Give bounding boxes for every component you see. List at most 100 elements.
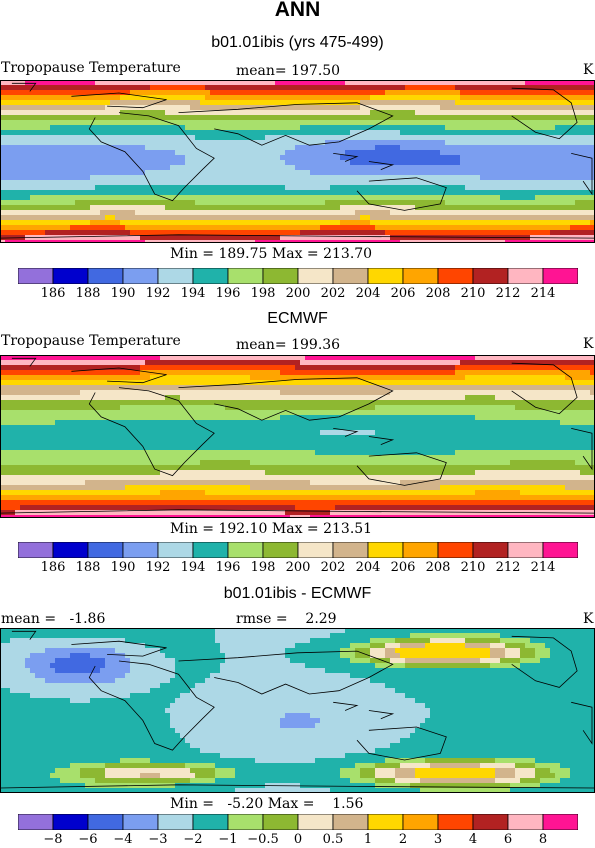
- contour-cell: [175, 215, 181, 221]
- contour-cell: [165, 235, 171, 241]
- contour-cell: [265, 395, 271, 401]
- contour-cell: [370, 190, 376, 196]
- contour-cell: [575, 200, 581, 206]
- contour-cell: [305, 85, 311, 91]
- contour-cell: [170, 80, 176, 86]
- contour-cell: [115, 240, 121, 243]
- contour-cell: [345, 170, 351, 176]
- contour-cell: [585, 110, 591, 116]
- contour-cell: [535, 240, 541, 243]
- contour-cell: [500, 175, 506, 181]
- contour-cell: [80, 365, 86, 371]
- contour-cell: [395, 120, 401, 126]
- contour-cell: [270, 110, 276, 116]
- contour-cell: [220, 85, 226, 91]
- contour-cell: [305, 115, 311, 121]
- contour-cell: [445, 200, 451, 206]
- contour-cell: [235, 150, 241, 156]
- contour-cell: [490, 130, 496, 136]
- contour-cell: [405, 130, 411, 136]
- contour-cell: [80, 220, 86, 226]
- contour-cell: [195, 130, 201, 136]
- contour-cell: [405, 225, 411, 231]
- panel-left-label: Tropopause Temperature: [1, 333, 181, 349]
- contour-cell: [305, 395, 311, 401]
- contour-cell: [410, 375, 416, 381]
- contour-cell: [75, 130, 81, 136]
- contour-cell: [465, 200, 471, 206]
- contour-cell: [310, 145, 316, 151]
- contour-cell: [425, 80, 431, 86]
- contour-cell: [50, 210, 56, 216]
- contour-cell: [440, 90, 446, 96]
- contour-cell: [415, 215, 421, 221]
- contour-cell: [250, 185, 256, 191]
- contour-cell: [495, 155, 501, 161]
- contour-cell: [235, 230, 241, 236]
- contour-cell: [575, 120, 581, 126]
- contour-cell: [80, 115, 86, 121]
- contour-cell: [425, 125, 431, 131]
- contour-cell: [455, 380, 461, 386]
- contour-cell: [190, 145, 196, 151]
- contour-cell: [480, 100, 486, 106]
- contour-cell: [95, 160, 101, 166]
- contour-cell: [120, 190, 126, 196]
- contour-cell: [460, 175, 466, 181]
- contour-cell: [555, 110, 561, 116]
- contour-cell: [295, 200, 301, 206]
- contour-cell: [295, 180, 301, 186]
- contour-cell: [375, 235, 381, 241]
- contour-cell: [305, 135, 311, 141]
- contour-cell: [120, 375, 126, 381]
- contour-cell: [15, 120, 21, 126]
- contour-cell: [320, 100, 326, 106]
- contour-cell: [5, 105, 11, 111]
- contour-cell: [490, 160, 496, 166]
- contour-cell: [295, 355, 301, 361]
- contour-cell: [10, 195, 16, 201]
- contour-cell: [290, 185, 296, 191]
- contour-cell: [30, 370, 36, 376]
- contour-cell: [515, 185, 521, 191]
- contour-cell: [135, 145, 141, 151]
- contour-cell: [240, 395, 246, 401]
- contour-cell: [110, 150, 116, 156]
- contour-cell: [300, 100, 306, 106]
- contour-cell: [205, 360, 211, 366]
- contour-cell: [415, 185, 421, 191]
- contour-cell: [305, 230, 311, 236]
- contour-cell: [60, 160, 66, 166]
- contour-cell: [105, 115, 111, 121]
- contour-cell: [170, 365, 176, 371]
- contour-cell: [510, 165, 516, 171]
- contour-cell: [455, 360, 461, 366]
- contour-cell: [0, 150, 6, 156]
- contour-cell: [485, 390, 491, 396]
- contour-cell: [315, 145, 321, 151]
- contour-cell: [525, 165, 531, 171]
- contour-cell: [275, 105, 281, 111]
- contour-cell: [10, 210, 16, 216]
- contour-cell: [120, 230, 126, 236]
- contour-cell: [390, 95, 396, 101]
- contour-cell: [555, 355, 561, 361]
- contour-cell: [255, 85, 261, 91]
- contour-cell: [470, 100, 476, 106]
- contour-cell: [170, 210, 176, 216]
- contour-cell: [350, 120, 356, 126]
- colorbar-tick-label: 210: [460, 286, 486, 301]
- contour-cell: [20, 375, 26, 381]
- contour-cell: [70, 95, 76, 101]
- contour-cell: [255, 225, 261, 231]
- contour-cell: [0, 220, 6, 226]
- contour-cell: [285, 140, 291, 146]
- contour-cell: [345, 115, 351, 121]
- contour-cell: [245, 390, 251, 396]
- contour-cell: [220, 395, 226, 401]
- contour-cell: [465, 240, 471, 243]
- contour-cell: [305, 215, 311, 221]
- contour-cell: [145, 380, 151, 386]
- contour-cell: [385, 140, 391, 146]
- contour-cell: [40, 375, 46, 381]
